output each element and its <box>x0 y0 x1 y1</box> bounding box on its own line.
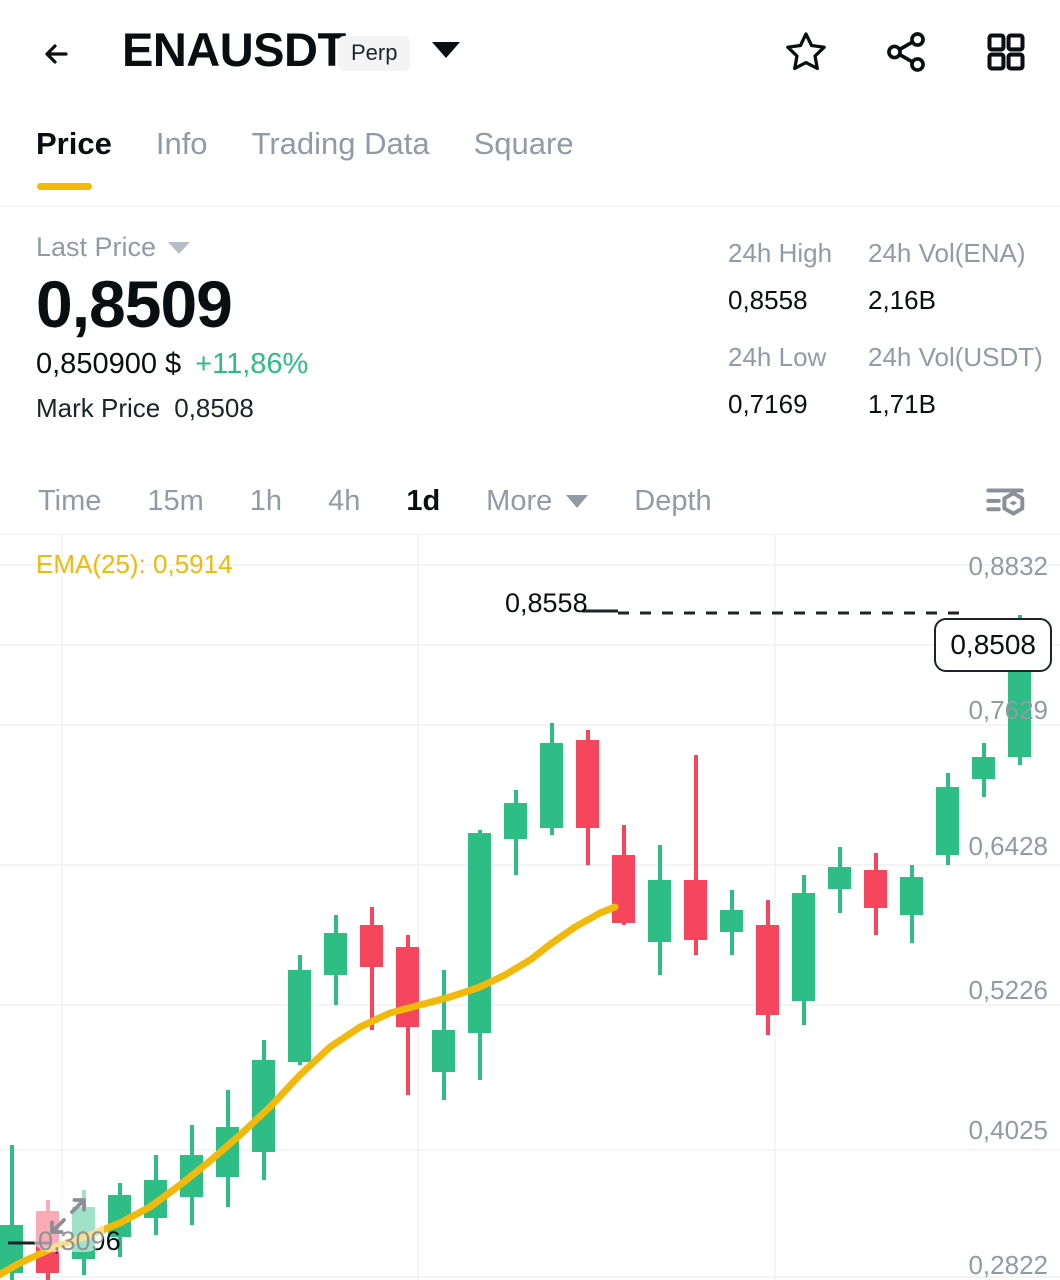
ema25-line <box>0 903 619 1279</box>
stat-value-24h-low: 0,7169 <box>728 389 808 419</box>
stat-label-24h-vol-quote: 24h Vol(USDT) <box>868 342 1043 372</box>
ema-legend: EMA(25): 0,5914 <box>36 549 233 579</box>
timeframe-15m[interactable]: 15m <box>147 484 204 517</box>
chart-settings-button[interactable] <box>980 478 1030 528</box>
back-button[interactable] <box>36 32 80 76</box>
grid-menu-icon <box>987 33 1025 71</box>
timeframe-more-label: More <box>486 484 553 517</box>
tab-trading-data[interactable]: Trading Data <box>251 126 430 161</box>
symbol-title: ENAUSDT <box>122 23 346 76</box>
tab-price-label: Price <box>36 126 112 161</box>
tabs-divider <box>0 206 1060 207</box>
expand-fullscreen-icon <box>50 1198 86 1234</box>
price-chart[interactable]: EMA(25): 0,5914 0,8832 0,7629 0,6428 0,5… <box>0 535 1060 1280</box>
stat-label-24h-high: 24h High <box>728 238 833 268</box>
arrow-left-icon <box>45 44 68 64</box>
favorite-button[interactable] <box>782 28 830 76</box>
symbol-dropdown-icon[interactable] <box>432 42 460 58</box>
last-price-label: Last Price <box>36 232 157 262</box>
y-axis-label-4: 0,4025 <box>968 1115 1048 1145</box>
price-sub-row: 0,850900 $ +11,86% <box>36 348 308 381</box>
timeframe-4h[interactable]: 4h <box>328 484 361 517</box>
last-price-tag[interactable]: 0,8508 <box>934 618 1052 672</box>
y-axis-label-0: 0,8832 <box>968 551 1048 581</box>
price-usd-value: 0,850900 $ <box>36 348 182 381</box>
main-tabs: Price Info Trading Data Square <box>0 126 1060 206</box>
contract-type-badge: Perp <box>338 36 411 71</box>
mark-price-value: 0,8508 <box>174 393 254 424</box>
toolbar-divider <box>0 534 1060 535</box>
price-change-percent: +11,86% <box>195 348 309 381</box>
app-header: ENAUSDT Perp <box>0 0 1060 108</box>
stat-value-24h-vol-base: 2,16B <box>868 285 936 315</box>
stat-label-24h-low: 24h Low <box>728 342 827 372</box>
chart-gridlines-horizontal <box>0 564 1060 1278</box>
timeframe-1d[interactable]: 1d <box>406 484 441 517</box>
tab-info[interactable]: Info <box>155 126 208 161</box>
timeframe-more[interactable]: More <box>486 484 589 518</box>
tab-price[interactable]: Price <box>36 126 112 190</box>
share-button[interactable] <box>882 28 930 76</box>
chart-settings-icon <box>986 488 1025 516</box>
caret-down-icon <box>168 241 191 254</box>
stat-value-24h-vol-quote: 1,71B <box>868 389 936 419</box>
mark-price-row: Mark Price 0,8508 <box>36 393 308 424</box>
star-icon <box>786 32 826 71</box>
timeframe-time[interactable]: Time <box>38 484 102 517</box>
timeframe-depth[interactable]: Depth <box>634 484 712 517</box>
stat-label-24h-vol-base: 24h Vol(ENA) <box>868 238 1026 268</box>
y-axis-label-1: 0,7629 <box>968 695 1048 725</box>
last-price-selector[interactable]: Last Price <box>36 232 308 263</box>
last-price-value: 0,8509 <box>36 267 233 341</box>
stat-value-24h-high: 0,8558 <box>728 285 808 315</box>
tab-active-underline <box>37 183 92 190</box>
mark-price-label: Mark Price <box>36 393 161 424</box>
header-actions <box>782 28 1030 76</box>
chart-gridlines-vertical <box>61 535 776 1280</box>
fullscreen-button[interactable] <box>32 1180 104 1252</box>
more-menu-button[interactable] <box>982 28 1030 76</box>
chevron-down-icon <box>566 494 589 508</box>
y-axis-label-5: 0,2822 <box>968 1250 1048 1280</box>
candlestick-series <box>0 615 1031 1280</box>
share-icon <box>887 32 925 72</box>
period-high-marker: 0,8558 <box>505 588 588 618</box>
timeframe-1h[interactable]: 1h <box>249 484 283 517</box>
candlestick-chart-canvas <box>0 535 1060 1280</box>
market-stats: 24h High 24h Vol(ENA) 0,8558 2,16B 24h L… <box>728 234 1043 434</box>
price-panel: Last Price 0,8509 0,850900 $ +11,86% Mar… <box>36 232 308 424</box>
timeframe-toolbar: Time 15m 1h 4h 1d More Depth <box>0 468 1060 534</box>
tab-square[interactable]: Square <box>473 126 574 161</box>
y-axis-label-3: 0,5226 <box>968 975 1048 1005</box>
y-axis-label-2: 0,6428 <box>968 831 1048 861</box>
